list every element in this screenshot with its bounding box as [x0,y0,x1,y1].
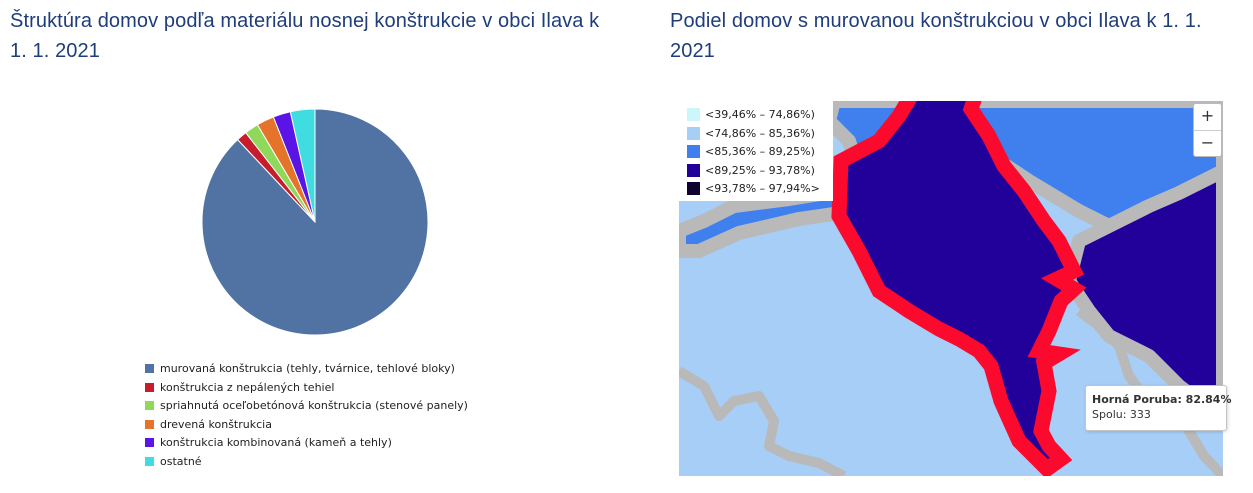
map-legend-label: <93,78% – 97,94%> [705,182,820,195]
pie-legend-item[interactable]: murovaná konštrukcia (tehly, tvárnice, t… [145,360,468,379]
legend-swatch [145,364,154,373]
map-border-west [679,366,847,476]
pie-chart [201,108,429,336]
tooltip-name-value: Horná Poruba: 82.84% [1092,393,1232,406]
legend-swatch [145,456,154,466]
map-legend-swatch [687,163,700,177]
pie-chart-title: Štruktúra domov podľa materiálu nosnej k… [10,10,600,62]
map-legend-item[interactable]: <85,36% – 89,25%) [679,143,833,162]
legend-label: konštrukcia z nepálených tehiel [160,380,335,394]
map-legend-label: <39,46% – 74,86%) [705,108,815,121]
map-legend-swatch [687,126,700,140]
legend-label: ostatné [160,454,202,468]
map-legend-item[interactable]: <89,25% – 93,78%) [679,162,833,181]
pie-legend-item[interactable]: ostatné [145,453,468,472]
legend-swatch [145,382,154,392]
map-legend-item[interactable]: <39,46% – 74,86%) [679,106,833,125]
pie-legend-item[interactable]: konštrukcia kombinovaná (kameň a tehly) [145,434,468,453]
map-legend: <39,46% – 74,86%) <74,86% – 85,36%) <85,36… [679,101,833,201]
map-legend-item[interactable]: <74,86% – 85,36%) [679,125,833,144]
tooltip-total: Spolu: 333 [1092,408,1151,421]
zoom-control: + − [1193,103,1222,157]
map-legend-label: <85,36% – 89,25%) [705,145,815,158]
pie-legend-item[interactable]: spriahnutá oceľobetónová konštrukcia (st… [145,397,468,416]
map-legend-item[interactable]: <93,78% – 97,94%> [679,180,833,199]
legend-swatch [145,419,154,429]
legend-label: konštrukcia kombinovaná (kameň a tehly) [160,436,392,449]
map-legend-label: <74,86% – 85,36%) [705,126,815,140]
map-region-highlighted[interactable] [831,101,1087,476]
map-legend-swatch [687,145,700,158]
pie-legend-item[interactable]: konštrukcia z nepálených tehiel [145,379,468,398]
zoom-out-button[interactable]: − [1200,133,1215,152]
legend-label: spriahnutá oceľobetónová konštrukcia (st… [160,399,468,412]
legend-swatch [145,401,154,410]
pie-slice-5[interactable] [289,108,316,223]
map-tooltip: Horná Poruba: 82.84% Spolu: 333 [1085,385,1232,431]
legend-label: drevená konštrukcia [160,417,272,431]
pie-legend-item[interactable]: drevená konštrukcia [145,416,468,435]
map-legend-swatch [687,108,700,121]
map-legend-swatch [687,182,700,195]
zoom-in-button[interactable]: + [1194,104,1221,131]
pie-legend: murovaná konštrukcia (tehly, tvárnice, t… [145,360,468,471]
legend-label: murovaná konštrukcia (tehly, tvárnice, t… [160,362,455,375]
legend-swatch [145,438,154,447]
map-chart-title: Podiel domov s murovanou konštrukciou v … [670,10,1202,62]
map-legend-label: <89,25% – 93,78%) [705,163,815,177]
